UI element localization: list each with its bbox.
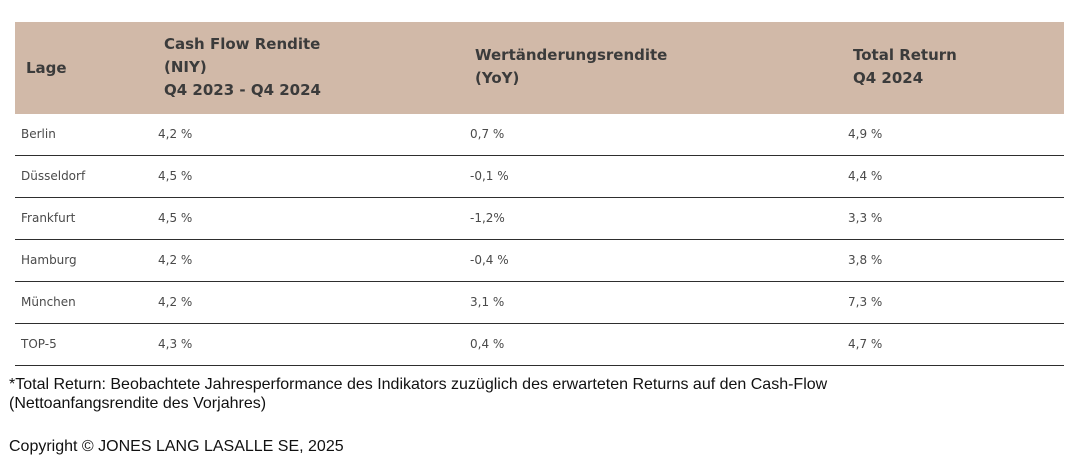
header-cash-flow: Cash Flow Rendite (NIY) Q4 2023 - Q4 202… <box>164 33 321 102</box>
header-cash-flow-line: (NIY) <box>164 58 207 76</box>
copyright-notice: Copyright © JONES LANG LASALLE SE, 2025 <box>9 438 344 455</box>
table-row: TOP-5 4,3 % 0,4 % 4,7 % <box>15 324 1064 366</box>
header-wertaenderung: Wertänderungsrendite (YoY) <box>475 44 667 90</box>
cell-lage: Hamburg <box>21 253 77 267</box>
table-row: München 4,2 % 3,1 % 7,3 % <box>15 282 1064 324</box>
cell-cash-flow: 4,5 % <box>158 211 193 225</box>
cell-wertaenderung: -0,1 % <box>470 169 509 183</box>
header-total-return: Total Return Q4 2024 <box>853 44 957 90</box>
cell-wertaenderung: 3,1 % <box>470 295 505 309</box>
cell-total-return: 4,7 % <box>848 337 883 351</box>
header-lage: Lage <box>26 57 67 80</box>
footnote-line: (Nettoanfangsrendite des Vorjahres) <box>9 395 267 412</box>
cell-lage: TOP-5 <box>21 337 57 351</box>
table-row: Frankfurt 4,5 % -1,2% 3,3 % <box>15 198 1064 240</box>
cell-wertaenderung: 0,4 % <box>470 337 505 351</box>
cell-total-return: 3,3 % <box>848 211 883 225</box>
cell-wertaenderung: 0,7 % <box>470 127 505 141</box>
returns-table: Lage Cash Flow Rendite (NIY) Q4 2023 - Q… <box>15 22 1064 366</box>
cell-cash-flow: 4,2 % <box>158 253 193 267</box>
cell-cash-flow: 4,2 % <box>158 127 193 141</box>
cell-cash-flow: 4,5 % <box>158 169 193 183</box>
cell-total-return: 4,4 % <box>848 169 883 183</box>
cell-total-return: 3,8 % <box>848 253 883 267</box>
table-row: Hamburg 4,2 % -0,4 % 3,8 % <box>15 240 1064 282</box>
table-row: Düsseldorf 4,5 % -0,1 % 4,4 % <box>15 156 1064 198</box>
header-cash-flow-line: Q4 2023 - Q4 2024 <box>164 81 321 99</box>
table-header: Lage Cash Flow Rendite (NIY) Q4 2023 - Q… <box>15 22 1064 114</box>
cell-total-return: 4,9 % <box>848 127 883 141</box>
cell-lage: Frankfurt <box>21 211 76 225</box>
cell-lage: Düsseldorf <box>21 169 86 183</box>
footnote-line: *Total Return: Beobachtete Jahresperform… <box>9 376 828 393</box>
cell-total-return: 7,3 % <box>848 295 883 309</box>
header-total-return-line: Total Return <box>853 46 957 64</box>
cell-cash-flow: 4,2 % <box>158 295 193 309</box>
header-lage-line: Lage <box>26 59 67 77</box>
table-row: Berlin 4,2 % 0,7 % 4,9 % <box>15 114 1064 156</box>
cell-lage: München <box>21 295 76 309</box>
cell-cash-flow: 4,3 % <box>158 337 193 351</box>
header-total-return-line: Q4 2024 <box>853 69 924 87</box>
header-wertaenderung-line: (YoY) <box>475 69 520 87</box>
cell-wertaenderung: -0,4 % <box>470 253 509 267</box>
header-wertaenderung-line: Wertänderungsrendite <box>475 46 668 64</box>
cell-lage: Berlin <box>21 127 56 141</box>
header-cash-flow-line: Cash Flow Rendite <box>164 35 321 53</box>
cell-wertaenderung: -1,2% <box>470 211 505 225</box>
footnote: *Total Return: Beobachtete Jahresperform… <box>9 375 1069 413</box>
